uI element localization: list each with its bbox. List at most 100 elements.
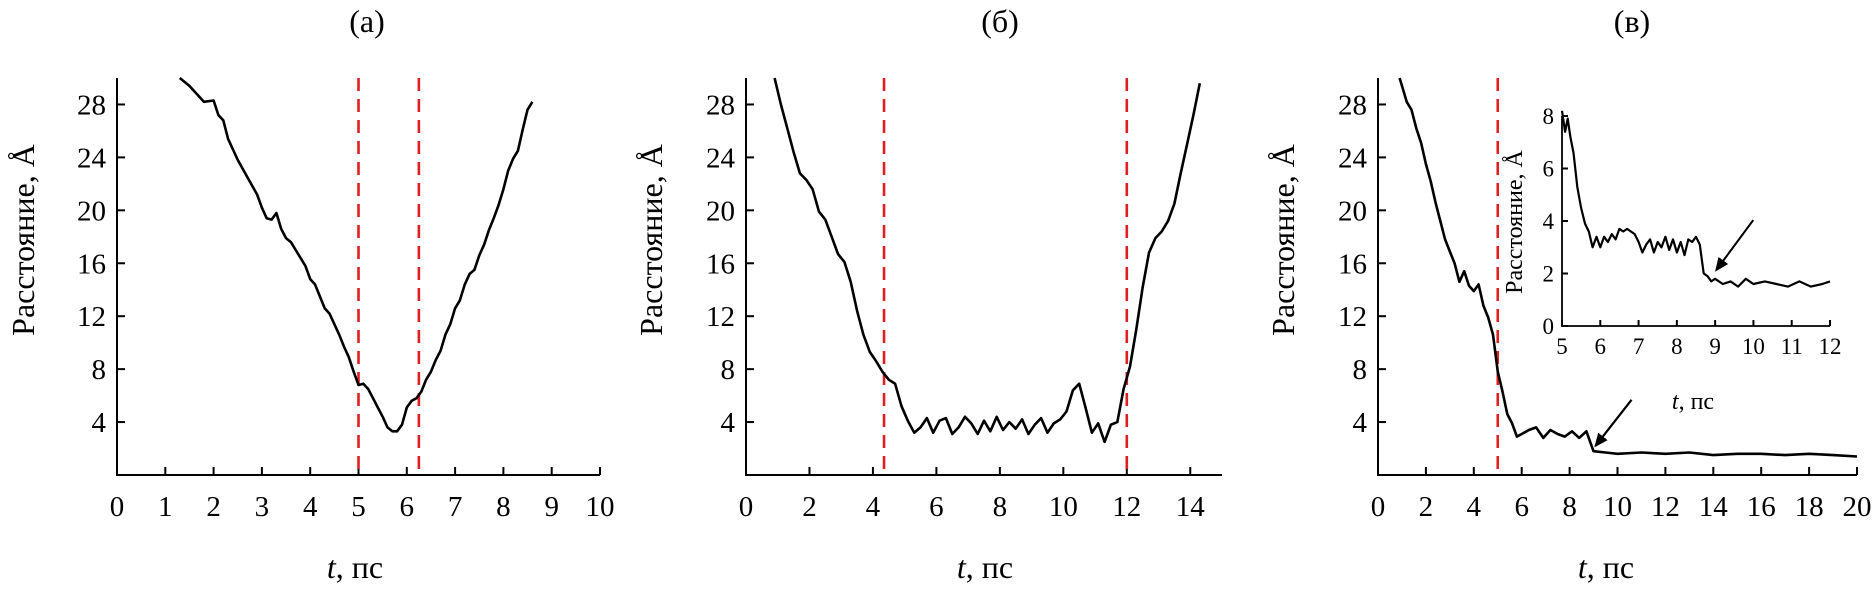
y-tick-label: 24 — [1338, 142, 1368, 174]
y-tick-label: 16 — [1338, 248, 1367, 280]
x-tick-label: 0 — [110, 491, 125, 523]
x-tick-label: 12 — [1651, 491, 1680, 523]
y-tick-label: 4 — [1353, 407, 1368, 439]
inset-x-axis-var: t — [1672, 389, 1680, 415]
x-tick-label: 2 — [1419, 491, 1434, 523]
y-tick-label: 20 — [77, 195, 106, 227]
x-axis-var: t — [957, 549, 967, 585]
x-axis-unit: , пс — [966, 549, 1013, 585]
y-tick-label: 12 — [77, 301, 106, 333]
series-line — [1398, 77, 1858, 458]
inset-ticks-group: 5 6 7 8 9 10 11 12 0 2 4 6 8 — [1543, 104, 1842, 359]
y-tick-label: 8 — [721, 354, 736, 386]
x-tick-label: 7 — [448, 491, 463, 523]
x-tick-label: 16 — [1747, 491, 1776, 523]
inset-chart: 5 6 7 8 9 10 11 12 0 2 4 6 8 Расстояние, Å t, пс — [1502, 104, 1842, 415]
x-tick-label: 5 — [1556, 334, 1568, 359]
series-line — [773, 77, 1202, 444]
y-tick-label: 28 — [706, 89, 735, 121]
x-axis-label: t, пс — [1578, 549, 1634, 585]
inset-axes — [1561, 116, 1830, 327]
y-tick-label: 28 — [1338, 89, 1367, 121]
y-tick-label: 6 — [1543, 157, 1555, 182]
y-tick-label: 8 — [1543, 104, 1555, 129]
panel-title: (а) — [349, 3, 385, 39]
x-tick-label: 10 — [1742, 334, 1765, 359]
x-tick-label: 9 — [1709, 334, 1721, 359]
x-tick-label: 6 — [929, 491, 944, 523]
x-axis-label: t, пс — [957, 549, 1013, 585]
x-tick-label: 18 — [1795, 491, 1824, 523]
y-axis-label: Расстояние, Å — [1265, 144, 1301, 336]
x-tick-label: 4 — [866, 491, 881, 523]
inset-series-line — [1560, 110, 1831, 288]
x-tick-label: 1 — [158, 491, 173, 523]
x-tick-label: 8 — [496, 491, 511, 523]
x-tick-label: 6 — [1595, 334, 1607, 359]
y-tick-label: 2 — [1543, 262, 1555, 287]
x-tick-label: 14 — [1699, 491, 1729, 523]
x-tick-label: 20 — [1843, 491, 1872, 523]
x-tick-label: 6 — [1514, 491, 1529, 523]
x-tick-label: 3 — [255, 491, 270, 523]
x-tick-label: 9 — [544, 491, 559, 523]
axes — [1377, 78, 1857, 476]
axes — [745, 78, 1222, 476]
x-tick-label: 10 — [1603, 491, 1632, 523]
panel-title: (б) — [981, 3, 1019, 39]
inset-y-axis-label: Расстояние, Å — [1502, 149, 1528, 293]
axes — [116, 78, 600, 476]
y-tick-label: 12 — [1338, 301, 1367, 333]
y-tick-label: 24 — [706, 142, 736, 174]
series-line — [178, 76, 534, 433]
y-tick-label: 24 — [77, 142, 107, 174]
x-axis-unit: , пс — [336, 549, 383, 585]
x-tick-label: 10 — [586, 491, 615, 523]
x-tick-label: 4 — [303, 491, 318, 523]
y-tick-label: 16 — [706, 248, 735, 280]
y-axis-label: Расстояние, Å — [633, 144, 669, 336]
y-tick-label: 4 — [1543, 209, 1555, 234]
marker-lines — [357, 78, 421, 475]
annotation-arrow — [1594, 399, 1633, 448]
y-tick-label: 20 — [706, 195, 735, 227]
x-tick-label: 2 — [206, 491, 221, 523]
x-tick-label: 10 — [1049, 491, 1078, 523]
x-tick-label: 12 — [1819, 334, 1842, 359]
x-tick-label: 8 — [1671, 334, 1683, 359]
y-axis-label: Расстояние, Å — [5, 144, 41, 336]
x-tick-label: 7 — [1633, 334, 1645, 359]
y-tick-label: 8 — [92, 354, 107, 386]
panel-title: (в) — [1614, 3, 1650, 39]
x-tick-label: 6 — [400, 491, 415, 523]
x-axis-unit: , пс — [1587, 549, 1634, 585]
y-tick-label: 12 — [706, 301, 735, 333]
x-tick-label: 8 — [993, 491, 1008, 523]
x-tick-label: 14 — [1176, 491, 1206, 523]
x-tick-label: 0 — [1371, 491, 1386, 523]
inset-x-axis-label: t, пс — [1672, 389, 1714, 415]
inset-x-axis-unit: , пс — [1679, 389, 1715, 415]
x-tick-label: 5 — [351, 491, 366, 523]
x-tick-label: 8 — [1562, 491, 1577, 523]
y-tick-label: 16 — [77, 248, 106, 280]
x-tick-label: 12 — [1112, 491, 1141, 523]
x-tick-label: 2 — [802, 491, 817, 523]
x-tick-label: 0 — [739, 491, 754, 523]
inset-annotation-arrow — [1715, 219, 1755, 272]
y-tick-label: 0 — [1543, 314, 1555, 339]
y-tick-label: 28 — [77, 89, 106, 121]
y-tick-label: 20 — [1338, 195, 1367, 227]
y-tick-label: 4 — [721, 407, 736, 439]
marker-lines — [882, 78, 1129, 475]
y-tick-label: 8 — [1353, 354, 1368, 386]
y-tick-label: 4 — [92, 407, 107, 439]
x-tick-label: 4 — [1467, 491, 1482, 523]
